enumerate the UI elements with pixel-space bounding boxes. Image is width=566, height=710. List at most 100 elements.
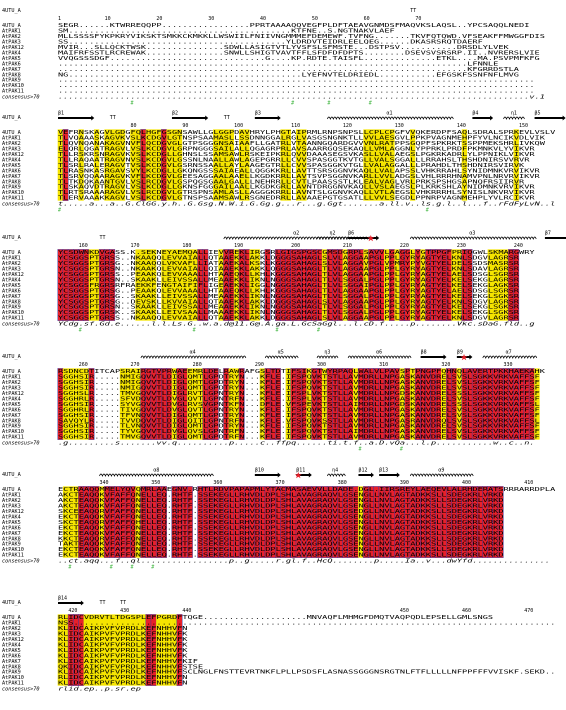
sequence-name: AtPAK8 <box>2 299 21 305</box>
consensus-sequence: ........................................… <box>58 94 545 100</box>
sequence-name: AtPAK1 <box>2 136 21 142</box>
sequence-residues: KLIDCAIKPVFVPRDLKEFNHHVFKIF <box>58 659 198 665</box>
sequence-name: AtPAK9 <box>2 424 21 430</box>
ruler-number: 270 <box>131 362 140 368</box>
consensus-label: consensus>70 <box>2 440 39 446</box>
conservation-column <box>415 249 421 321</box>
conservation-column <box>78 129 84 201</box>
helix-coil <box>503 116 525 120</box>
conservation-column <box>321 486 328 558</box>
sequence-residues: ........................................… <box>58 67 520 73</box>
conservation-column <box>409 486 416 558</box>
conservation-column <box>399 249 405 321</box>
conservation-column <box>275 486 281 558</box>
sequence-residues: MLLSSSSFYKPKRYVIKSKTSMKKCKMKKLLWSWIILFNI… <box>58 34 545 40</box>
sequence-name: AtPAK8 <box>2 418 21 424</box>
sequence-name: AtPAK9 <box>2 78 21 84</box>
conservation-column <box>327 368 333 440</box>
conservation-column <box>301 486 307 558</box>
sequence-residues: EKCTEAQQKVFAFFQNELLEQ.RHTF.SSEKEGLLRHVDL… <box>58 547 504 553</box>
sequence-name: AtPAK2 <box>2 261 21 267</box>
sequence-name: AtPAK12 <box>2 152 24 158</box>
sequence-name: 4UTU_A <box>2 487 22 493</box>
consensus-label: consensus>70 <box>2 558 39 564</box>
sequence-name: AtPAK3 <box>2 386 21 392</box>
conservation-column <box>239 249 245 321</box>
conservation-column <box>534 368 540 440</box>
conservation-column <box>275 368 281 440</box>
sequence-residues: SM......................................… <box>58 29 395 35</box>
sequence-name: AtPAK1 <box>2 621 21 627</box>
turn-label: TT <box>99 600 105 606</box>
conservation-frame <box>513 249 520 321</box>
conservation-column <box>78 486 84 558</box>
sequence-residues: NG......................................… <box>58 72 519 78</box>
ruler-number: 140 <box>457 123 466 129</box>
ruler-number: 150 <box>519 123 528 129</box>
conservation-column <box>311 249 317 321</box>
site-marker: # <box>291 100 294 106</box>
sequence-residues: TLTKDQKAANTGVLVSLRCDGVLGSPQGSGAALGALLLNE… <box>58 179 526 185</box>
conservation-column <box>435 486 442 558</box>
sequence-residues: EKCTEAQQKVFAFFQNELLEQ.RHTF.SSEKEGLLRHVDL… <box>58 553 504 559</box>
conservation-column <box>270 486 276 558</box>
consensus-sequence: .g.........s.......vv.q..........p.....c… <box>58 440 535 446</box>
ss-element-label: α7 <box>506 350 512 356</box>
conservation-column <box>508 249 514 321</box>
conservation-column <box>373 249 380 321</box>
conservation-column <box>363 486 369 558</box>
sequence-name: 4UTU_A <box>2 369 22 375</box>
alignment-block-4: 4UTU_A α4 α5 η3 α6 β8 β9 α7 260 270 280 290 300 310 32… <box>2 350 546 453</box>
conservation-column <box>352 368 359 440</box>
consensus-sequence: t.....a...a..G.ClGG.y.h..G.Gsg.N.W.i.G.G… <box>58 201 555 207</box>
conservation-column <box>130 486 136 558</box>
sequence-residues: KLIDCAIKPVFVPRDLKEFNHHVFK <box>58 642 189 648</box>
conservation-column <box>420 486 426 558</box>
conservation-column <box>327 249 333 321</box>
conservation-column <box>114 486 121 558</box>
conservation-column <box>264 249 271 321</box>
conservation-column <box>171 614 178 686</box>
conservation-column <box>368 368 374 440</box>
conservation-column <box>285 129 291 201</box>
sequence-name: AtPAK10 <box>2 429 24 435</box>
beta-strand-arrow <box>348 235 380 241</box>
sequence-residues: YCSGGSPTGRSG..DEVSKLLKVVAIALLQTAAEKKLAKK… <box>58 299 520 305</box>
conservation-column <box>239 368 245 440</box>
conservation-column <box>78 614 84 686</box>
conservation-column <box>109 129 115 201</box>
conservation-frame <box>202 249 209 321</box>
sequence-residues: SS......................................… <box>58 40 483 46</box>
ss-element-label: η3 <box>324 350 330 356</box>
ss-ref-label: 4UTU_A <box>2 600 22 606</box>
conservation-column <box>145 129 152 201</box>
conservation-column <box>104 249 110 321</box>
conservation-column <box>389 486 395 558</box>
conservation-column <box>197 368 203 440</box>
conservation-column <box>249 486 255 558</box>
conservation-column <box>140 368 146 440</box>
turn-label: TT <box>110 115 116 121</box>
conservation-column <box>306 249 312 321</box>
conservation-column <box>368 249 374 321</box>
sequence-name: AtPAK9 <box>2 185 21 191</box>
star-marker <box>460 354 468 361</box>
beta-strand-arrow <box>544 237 566 239</box>
sequence-residues: TLVQAAASKAGVKVSLKCDGVLGTNSPSAAMASLLSSDNN… <box>58 136 546 142</box>
conservation-column <box>161 486 167 558</box>
sequence-residues: YCSGGSPTGRSS..NKAAQQLEVVAIALLQTAAEKKLAKK… <box>58 256 520 262</box>
conservation-column <box>461 486 468 558</box>
helix-coil <box>347 355 412 359</box>
sequence-name: AtPAK5 <box>2 402 21 408</box>
sequence-residues: SGGHSLR.....TMVGQVVTLDIGLRVTLGPNTRYN...K… <box>58 391 540 397</box>
conservation-column <box>518 368 525 440</box>
star-marker <box>294 472 302 479</box>
conservation-column <box>332 486 338 558</box>
ss-element-label: α3 <box>469 231 475 237</box>
sequence-name: AtPAK7 <box>2 67 21 73</box>
conservation-column <box>104 614 110 686</box>
conservation-column <box>135 129 141 201</box>
helix-coil <box>482 355 538 359</box>
conservation-column <box>425 368 431 440</box>
ss-element-label: η1 <box>511 111 517 117</box>
